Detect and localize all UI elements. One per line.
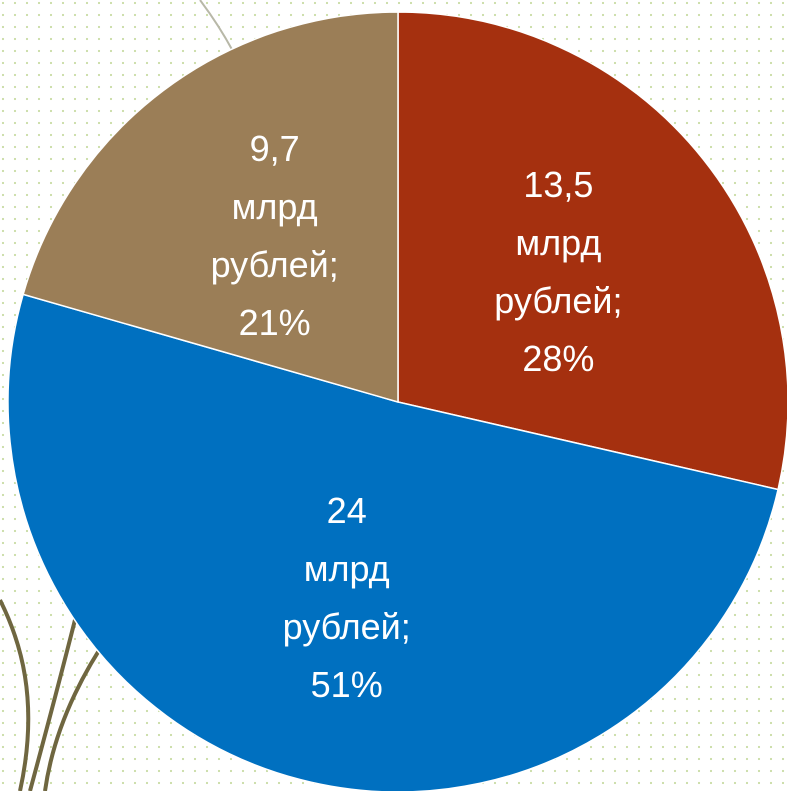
unit-label: рублей; (283, 606, 411, 647)
value-label: 13,5 (523, 164, 593, 205)
percent-label: 51% (311, 664, 383, 705)
percent-label: 28% (522, 338, 594, 379)
pie: 13,5 млрд рублей; 28% 24 млрд рублей; 51% 9,7 млр… (8, 12, 787, 791)
value-label: 24 (327, 490, 367, 531)
value-label: 9,7 (250, 128, 300, 169)
unit-label: млрд (515, 222, 601, 263)
unit-label: рублей; (494, 280, 622, 321)
percent-label: 21% (239, 302, 311, 343)
chart: 13,5 млрд рублей; 28% 24 млрд рублей; 51% 9,7 млр… (0, 0, 787, 791)
unit-label: рублей; (211, 244, 339, 285)
unit-label: млрд (232, 186, 318, 227)
unit-label: млрд (304, 548, 390, 589)
